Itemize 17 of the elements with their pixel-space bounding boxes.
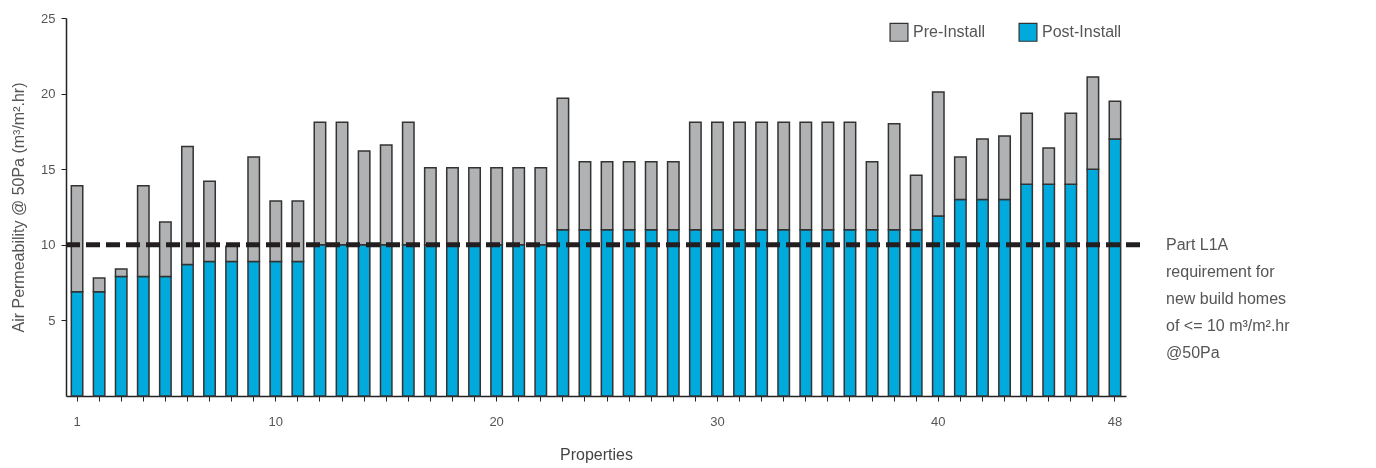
y-tick-label: 15	[41, 161, 56, 177]
y-tick-label: 25	[41, 10, 56, 26]
x-tick-label: 1	[73, 413, 81, 429]
x-tick-label: 48	[1107, 413, 1123, 429]
y-tick-label: 5	[48, 312, 56, 328]
x-tick-label: 30	[710, 413, 725, 429]
y-tick-label: 20	[41, 86, 56, 102]
legend-label: Pre-Install	[913, 23, 986, 41]
x-tick-label: 20	[489, 413, 504, 429]
ref-line-label: Part L1A requirement for new build homes of <= 10 m³/m².hr @50Pa	[1166, 235, 1291, 361]
y-axis-title: Air Permeability @ 50Pa (m³/m².hr)	[10, 82, 28, 333]
bar	[445, 244, 459, 397]
legend-label: Post-Install	[1042, 23, 1122, 41]
x-tick-label: 40	[931, 413, 946, 429]
y-tick-label: 10	[41, 237, 56, 253]
x-tick-label: 10	[268, 413, 284, 429]
x-axis-title: Properties	[560, 445, 633, 463]
